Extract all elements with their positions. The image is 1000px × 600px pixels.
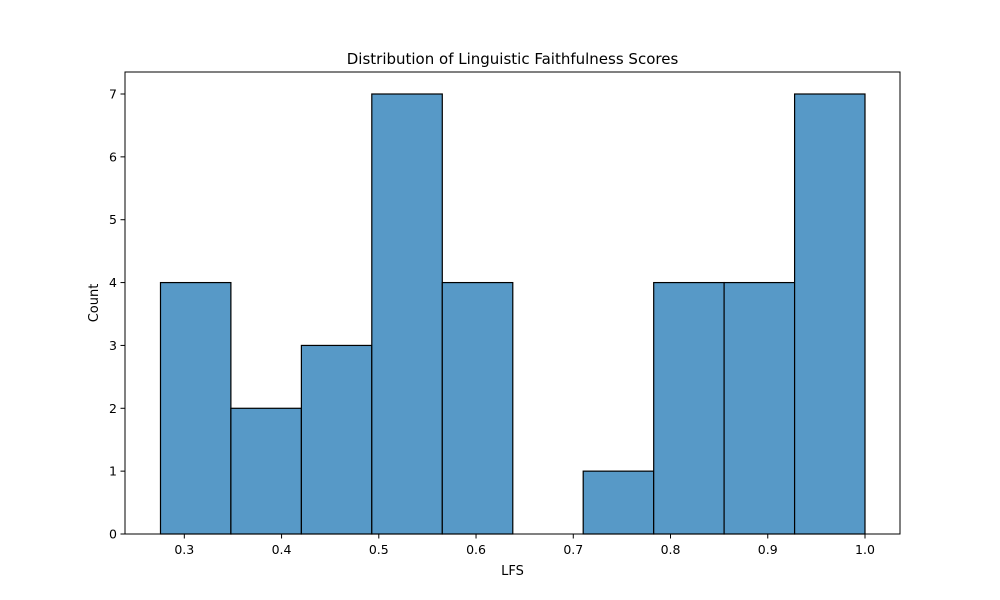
- y-tick-label: 0: [109, 527, 117, 542]
- x-tick-label: 0.3: [174, 542, 194, 557]
- y-tick-label: 7: [109, 87, 117, 102]
- histogram-bar: [793, 93, 866, 535]
- histogram-bar: [723, 281, 796, 535]
- chart-title: Distribution of Linguistic Faithfulness …: [347, 50, 679, 68]
- histogram-bar: [159, 281, 232, 535]
- x-tick-label: 0.7: [563, 542, 583, 557]
- histogram-bar: [371, 93, 443, 535]
- y-tick-label: 1: [109, 464, 117, 479]
- y-tick-label: 2: [109, 401, 117, 416]
- y-tick-label: 5: [109, 212, 117, 227]
- histogram-bar: [653, 281, 725, 535]
- y-axis-label: Count: [87, 284, 102, 323]
- y-tick-label: 4: [109, 275, 117, 290]
- x-tick-label: 1.0: [855, 542, 875, 557]
- y-axis: 0 1 2 3 4 5 6 7: [109, 87, 125, 542]
- x-tick-label: 0.6: [466, 542, 486, 557]
- x-axis-label: LFS: [501, 564, 524, 579]
- x-tick-label: 0.8: [661, 542, 681, 557]
- bars-group: [159, 93, 866, 535]
- y-tick-label: 3: [109, 338, 117, 353]
- histogram-bar: [230, 407, 302, 535]
- histogram-bar: [300, 344, 373, 535]
- x-tick-label: 0.5: [369, 542, 389, 557]
- x-tick-label: 0.4: [272, 542, 292, 557]
- x-tick-label: 0.9: [758, 542, 778, 557]
- plot-area-frame: [124, 71, 901, 535]
- y-tick-label: 6: [109, 149, 117, 164]
- x-axis: 0.3 0.4 0.5 0.6 0.7 0.8 0.9 1.0: [174, 534, 875, 557]
- histogram-bar: [441, 281, 514, 535]
- histogram-bar: [582, 470, 655, 535]
